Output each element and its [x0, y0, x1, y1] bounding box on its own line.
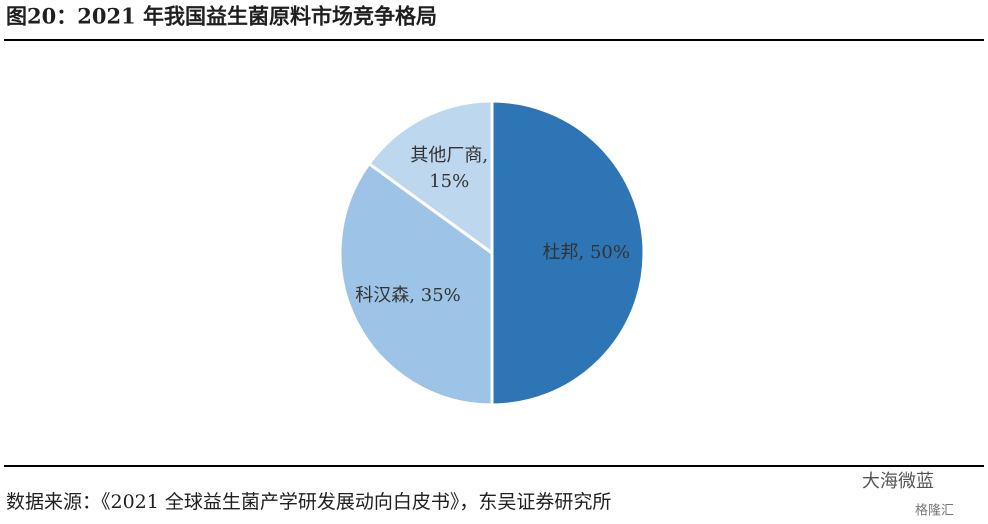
watermark: 大海微蓝: [862, 471, 934, 492]
data-label: 杜邦, 50%: [543, 242, 630, 263]
source-note: 数据来源：《2021 全球益生菌产学研发展动向白皮书》，东吴证券研究所: [6, 491, 611, 513]
pie-slice: [490, 99, 646, 407]
pie-slice: [366, 99, 494, 256]
data-label: 其他厂商, 15%: [410, 145, 488, 192]
data-label: 科汉森, 35%: [355, 285, 460, 306]
chart-title: 图20：2021 年我国益生菌原料市场竞争格局: [6, 4, 437, 29]
pie-slice: [338, 161, 494, 407]
watermark: 格隆汇: [915, 503, 954, 519]
